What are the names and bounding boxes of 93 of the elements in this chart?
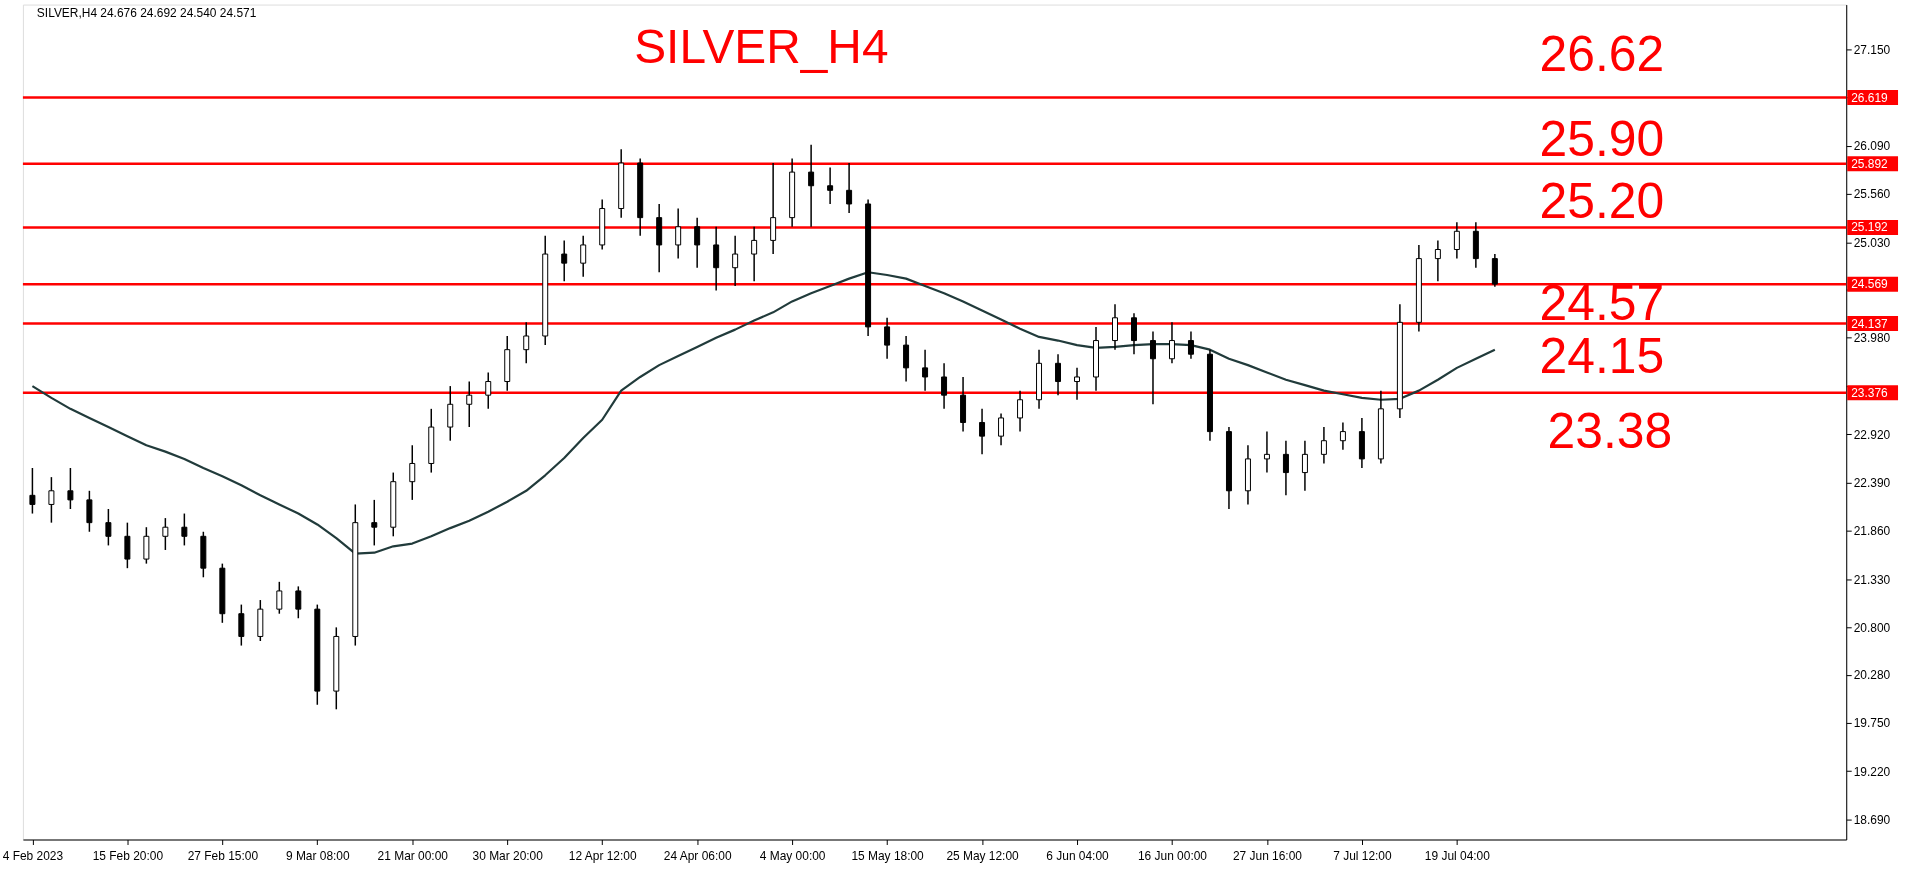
x-tick-label: 12 Apr 12:00 — [568, 848, 637, 863]
candlestick — [1339, 421, 1346, 451]
candlestick — [1263, 430, 1270, 474]
x-tick-label: 4 Feb 2023 — [2, 848, 64, 863]
line-series — [31, 271, 1496, 555]
candlestick — [1434, 239, 1441, 283]
candlestick — [903, 335, 910, 383]
candlestick — [751, 225, 758, 283]
candlestick — [447, 385, 454, 442]
candlestick — [105, 508, 112, 547]
candlestick — [675, 207, 682, 260]
y-tick-label: 27.150 — [1853, 42, 1891, 57]
x-tick-label: 27 Feb 15:00 — [187, 848, 259, 863]
annotation: 26.62 — [1539, 26, 1665, 83]
candlestick — [29, 467, 36, 515]
x-tick-label: 24 Apr 06:00 — [663, 848, 732, 863]
annotation: SILVER,H4 24.676 24.692 24.540 24.571 — [36, 5, 257, 20]
candlestick — [181, 512, 188, 547]
x-tick-label: 30 Mar 20:00 — [472, 848, 544, 863]
candlestick — [979, 408, 986, 456]
y-tick-label: 20.800 — [1853, 620, 1891, 635]
candlestick — [124, 521, 131, 569]
chart-title: SILVER_H4 — [634, 20, 889, 74]
candlestick — [1301, 439, 1308, 492]
x-tick-label: 7 Jul 12:00 — [1333, 848, 1392, 863]
y-tick-label: 19.750 — [1853, 716, 1891, 731]
candlestick — [1282, 439, 1289, 497]
candlestick — [1168, 321, 1175, 365]
y-tick-label: 25.030 — [1853, 235, 1891, 250]
candlestick — [276, 581, 283, 615]
ref-line-label: 24.569 — [1851, 277, 1889, 292]
candlestick — [1131, 312, 1137, 355]
candlestick — [48, 476, 55, 524]
candlestick — [485, 371, 492, 410]
y-tick-label: 26.090 — [1853, 139, 1891, 154]
ref-line-label: 25.892 — [1851, 156, 1889, 171]
candlestick — [732, 235, 739, 287]
candlestick — [713, 225, 720, 292]
x-tick-label: 9 Mar 08:00 — [285, 848, 351, 863]
y-tick-label: 21.330 — [1853, 572, 1891, 587]
candlestick — [770, 162, 777, 255]
candlestick — [143, 526, 150, 565]
candlestick — [371, 499, 378, 547]
x-tick-label: 15 May 18:00 — [851, 848, 925, 863]
x-tick-label: 16 Jun 00:00 — [1137, 848, 1208, 863]
y-tick-label: 19.220 — [1853, 764, 1891, 779]
x-tick-label: 6 Jun 04:00 — [1046, 848, 1110, 863]
y-tick-label: 22.920 — [1853, 427, 1891, 442]
candlestick — [561, 239, 568, 283]
candlestick — [1074, 367, 1081, 401]
candlestick — [1112, 303, 1118, 351]
candlestick — [238, 603, 245, 647]
candlestick — [694, 216, 701, 269]
candlestick — [998, 412, 1005, 447]
candlestick — [922, 348, 929, 392]
ref-line-label: 26.619 — [1851, 90, 1889, 105]
y-tick-label: 20.280 — [1853, 668, 1891, 683]
candlestick — [1187, 330, 1194, 360]
y-tick-label: 18.690 — [1853, 812, 1891, 827]
candlestick — [523, 321, 530, 365]
candlestick — [409, 444, 416, 501]
x-tick-label: 21 Mar 00:00 — [377, 848, 449, 863]
x-tick-label: 19 Jul 04:00 — [1424, 848, 1491, 863]
y-tick-label: 21.860 — [1853, 524, 1891, 539]
candlestick — [580, 235, 587, 278]
candlestick — [808, 144, 815, 228]
candlestick — [162, 517, 169, 551]
candlestick — [1017, 389, 1024, 433]
candlestick — [466, 380, 473, 428]
ref-line-label: 23.376 — [1851, 385, 1889, 400]
annotation: 23.38 — [1547, 402, 1673, 459]
candlestick — [295, 585, 302, 620]
ref-line-label: 25.192 — [1851, 220, 1889, 235]
ref-line-label: 24.137 — [1851, 316, 1889, 331]
candlestick — [1055, 353, 1062, 396]
candlestick — [1150, 330, 1156, 406]
annotation: 25.90 — [1539, 111, 1665, 168]
x-tick-label: 27 Jun 16:00 — [1232, 848, 1303, 863]
x-tick-label: 15 Feb 20:00 — [92, 848, 164, 863]
x-tick-label: 25 May 12:00 — [946, 848, 1020, 863]
candlestick — [827, 166, 834, 205]
annotation: 25.20 — [1539, 172, 1665, 229]
candlestick — [846, 162, 853, 214]
candlestick — [67, 467, 74, 510]
y-tick-label: 25.560 — [1853, 187, 1891, 202]
candlestick — [1320, 426, 1327, 465]
candlestick — [941, 362, 948, 410]
candlestick — [884, 317, 891, 360]
x-tick-label: 4 May 00:00 — [759, 848, 826, 863]
candlestick — [86, 490, 93, 533]
candlestick — [1453, 221, 1460, 260]
y-tick-label: 23.980 — [1853, 331, 1891, 346]
y-tick-label: 22.390 — [1853, 476, 1891, 491]
